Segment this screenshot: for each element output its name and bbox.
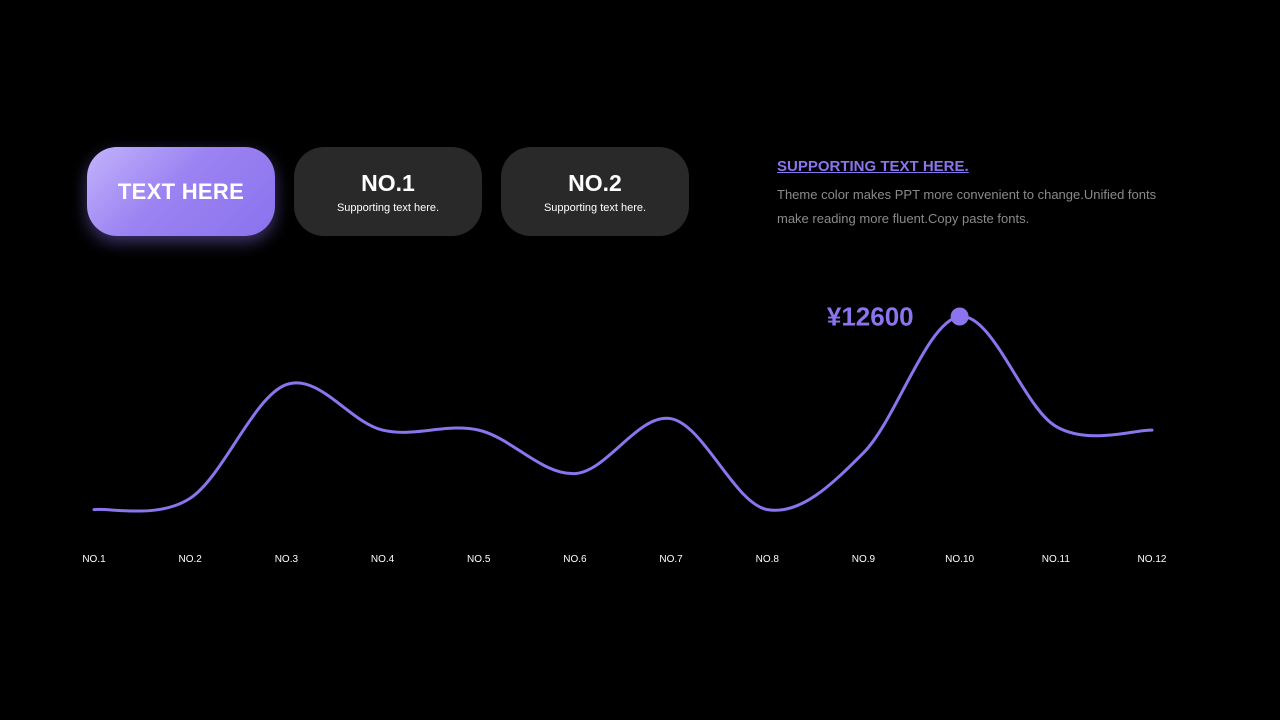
x-tick-label: NO.8 — [756, 554, 780, 565]
primary-card[interactable]: TEXT HERE — [87, 147, 275, 236]
x-tick-label: NO.4 — [371, 554, 395, 565]
x-tick-label: NO.10 — [945, 554, 974, 565]
primary-card-label: TEXT HERE — [117, 178, 245, 204]
x-tick-label: NO.6 — [563, 554, 587, 565]
series-line — [92, 314, 1154, 513]
data-point-2 — [188, 496, 192, 500]
card-no1-subtitle: Supporting text here. — [336, 201, 440, 214]
highlight-point[interactable] — [950, 307, 969, 326]
x-tick-label: NO.3 — [275, 554, 299, 565]
x-tick-label: NO.9 — [852, 554, 876, 565]
card-no2-title: NO.2 — [568, 169, 622, 196]
data-point-4 — [381, 428, 385, 432]
info-body: Theme color makes PPT more convenient to… — [777, 187, 1157, 226]
data-point-7 — [669, 417, 673, 421]
info-block: SUPPORTING TEXT HERE. Theme color makes … — [777, 157, 1187, 231]
card-no2[interactable]: NO.2 Supporting text here. — [501, 147, 689, 236]
card-no1-title: NO.1 — [361, 169, 415, 196]
data-point-3 — [284, 383, 288, 387]
card-no1[interactable]: NO.1 Supporting text here. — [294, 147, 482, 236]
data-point-11 — [1054, 424, 1058, 428]
x-tick-label: NO.11 — [1042, 554, 1071, 565]
x-tick-label: NO.2 — [179, 554, 203, 565]
highlight-value-label: ¥12600 — [827, 302, 914, 332]
data-point-1 — [92, 508, 96, 512]
x-tick-label: NO.12 — [1138, 554, 1167, 565]
data-point-6 — [573, 472, 577, 476]
x-tick-label: NO.1 — [82, 554, 106, 565]
x-tick-label: NO.5 — [467, 554, 491, 565]
info-heading: SUPPORTING TEXT HERE. — [777, 158, 969, 175]
data-point-8 — [765, 508, 769, 512]
data-point-12 — [1150, 428, 1154, 432]
data-point-5 — [477, 428, 481, 432]
x-tick-label: NO.7 — [659, 554, 683, 565]
card-no2-subtitle: Supporting text here. — [543, 201, 647, 214]
data-point-9 — [861, 451, 865, 455]
